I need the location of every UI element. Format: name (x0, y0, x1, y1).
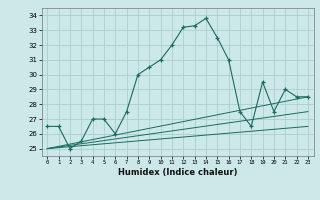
X-axis label: Humidex (Indice chaleur): Humidex (Indice chaleur) (118, 168, 237, 177)
